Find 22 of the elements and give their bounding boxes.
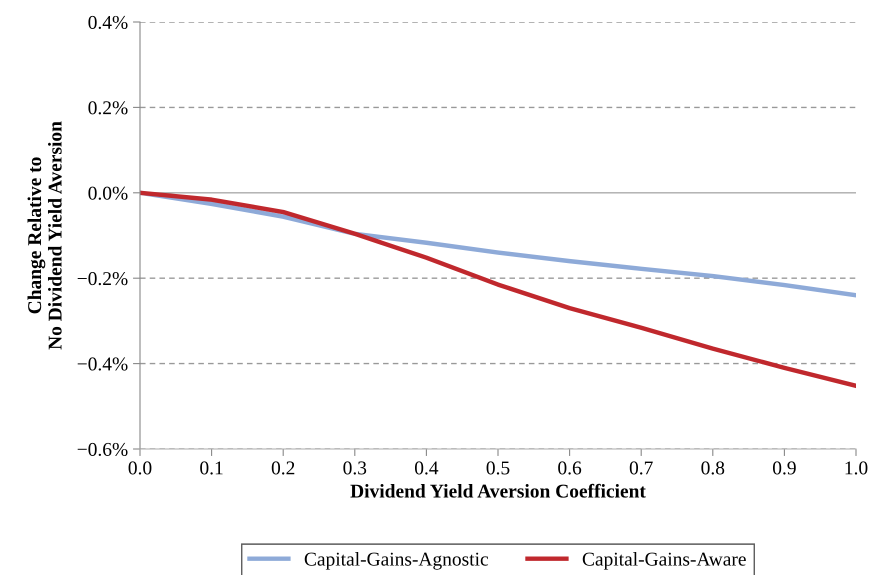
x-tick-label: 0.6 — [558, 461, 582, 475]
x-tick-label: 0.7 — [630, 461, 653, 475]
y-tick-label: −0.2% — [78, 272, 128, 286]
x-tick-label: 0.8 — [701, 461, 724, 475]
x-tick-label: 0.5 — [486, 461, 510, 475]
x-axis-title: Dividend Yield Aversion Coefficient — [350, 484, 646, 498]
x-tick-label: 0.1 — [200, 461, 223, 475]
y-tick-label: 0.0% — [88, 186, 128, 200]
x-tick-label: 0.4 — [414, 461, 438, 475]
y-tick-label: 0.2% — [88, 101, 128, 114]
y-tick-label: 0.4% — [88, 16, 128, 30]
legend-label: Capital-Gains-Aware — [582, 552, 746, 570]
line-series — [140, 190, 856, 388]
y-tick-label: −0.4% — [78, 357, 128, 371]
y-tick-label: −0.6% — [78, 442, 128, 456]
x-tick-label: 0.0 — [128, 461, 152, 475]
legend-label: Capital-Gains-Agnostic — [304, 552, 488, 570]
x-tick-label: 1.0 — [846, 461, 868, 475]
x-tick-label: 0.9 — [772, 461, 796, 475]
x-tick-label: 0.3 — [343, 461, 366, 475]
x-tick-label: 0.2 — [272, 461, 294, 475]
y-axis-title: Change Relative to No Dividend Yield Aversion — [28, 121, 62, 350]
